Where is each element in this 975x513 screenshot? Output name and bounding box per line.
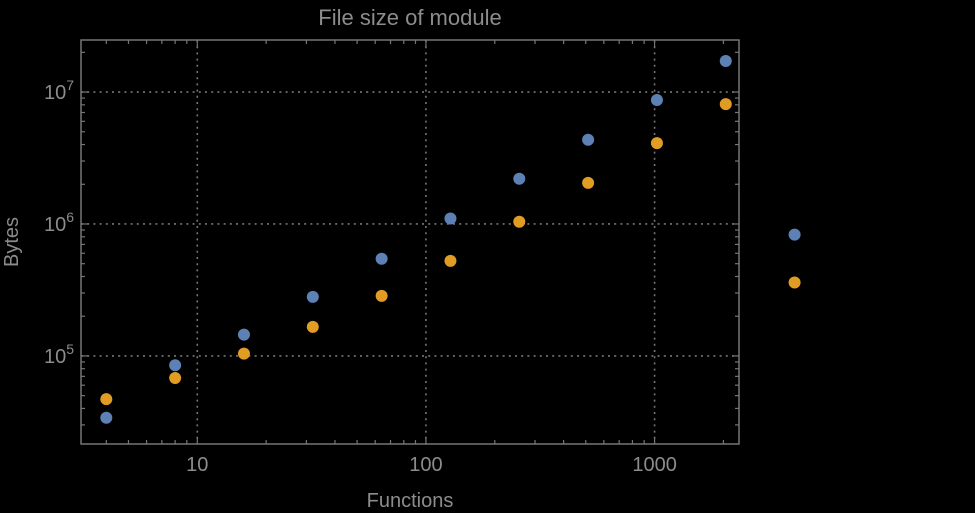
data-point: [100, 411, 113, 424]
data-point: [237, 328, 250, 341]
x-tick-label: 1000: [632, 454, 677, 476]
y-tick-label-exponent: 6: [66, 209, 74, 225]
x-tick-label: 100: [409, 454, 442, 476]
data-point: [650, 137, 663, 150]
data-point: [169, 359, 182, 372]
data-point: [513, 172, 526, 185]
data-point: [444, 254, 457, 267]
data-point: [650, 94, 663, 107]
data-point: [375, 252, 388, 265]
data-point: [444, 212, 457, 225]
y-tick-label-base: 10: [44, 346, 66, 368]
data-point: [100, 393, 113, 406]
axis-ticks: [81, 40, 739, 444]
data-point: [719, 98, 732, 111]
data-point: [375, 289, 388, 302]
y-tick-label-base: 10: [44, 82, 66, 104]
x-tick-label: 10: [186, 454, 208, 476]
data-point: [513, 215, 526, 228]
y-tick-label: 106: [44, 209, 74, 236]
data-points-series-2: [100, 98, 801, 406]
y-tick-label: 107: [44, 77, 74, 104]
data-point: [719, 54, 732, 67]
y-tick-label-exponent: 5: [66, 341, 74, 357]
data-point: [582, 176, 595, 189]
data-points-series-1: [100, 54, 801, 424]
gridlines: [81, 40, 739, 444]
data-point: [237, 347, 250, 360]
data-point: [306, 290, 319, 303]
y-axis-label: Bytes: [1, 217, 23, 267]
y-tick-label-base: 10: [44, 214, 66, 236]
chart-title: File size of module: [318, 5, 501, 30]
x-axis-label: Functions: [367, 490, 454, 512]
data-point: [788, 228, 801, 241]
y-tick-label-exponent: 7: [66, 77, 74, 93]
data-point: [306, 320, 319, 333]
data-point: [169, 372, 182, 385]
plot-frame: [80, 39, 740, 445]
data-point: [582, 133, 595, 146]
y-tick-label: 105: [44, 341, 74, 368]
data-point: [788, 276, 801, 289]
